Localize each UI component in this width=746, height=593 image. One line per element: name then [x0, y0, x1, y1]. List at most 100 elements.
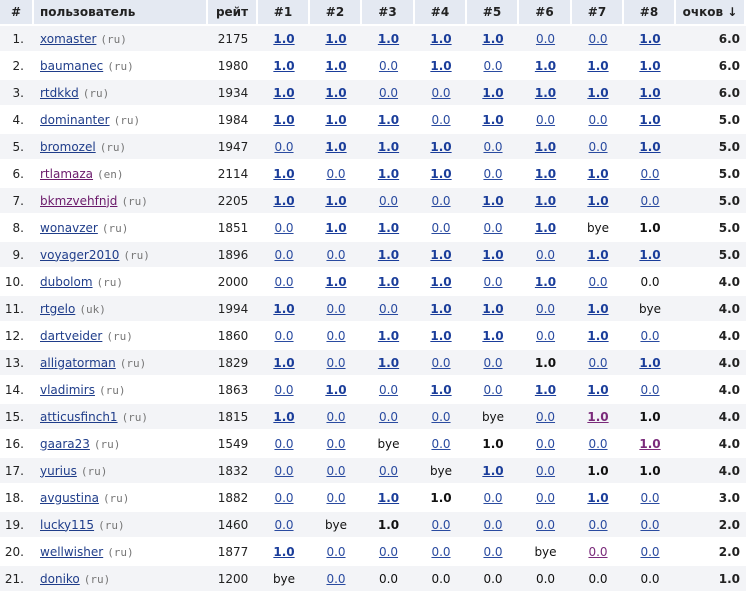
game-result-link[interactable]: 1.0 [430, 274, 452, 289]
game-result-link[interactable]: 0.0 [431, 517, 451, 532]
game-result-link[interactable]: 1.0 [482, 193, 504, 208]
game-result-link[interactable]: 1.0 [325, 31, 347, 46]
header-round-7[interactable]: #7 [572, 0, 624, 26]
game-result-link[interactable]: 1.0 [587, 382, 609, 397]
game-result-link[interactable]: 1.0 [377, 490, 400, 505]
user-link[interactable]: rtgelo [40, 301, 76, 316]
game-result-link[interactable]: 0.0 [535, 301, 556, 316]
user-link[interactable]: baumanec [40, 58, 104, 73]
game-result-link[interactable]: 1.0 [430, 328, 452, 343]
game-result-link[interactable]: 0.0 [640, 490, 660, 505]
game-result-link[interactable]: 0.0 [378, 193, 399, 208]
game-result-link[interactable]: 0.0 [640, 166, 660, 181]
game-result-link[interactable]: 1.0 [273, 409, 295, 424]
game-result-link[interactable]: 1.0 [587, 409, 609, 424]
user-link[interactable]: dartveider [40, 328, 103, 343]
game-result-link[interactable]: 0.0 [640, 382, 660, 397]
header-user[interactable]: пользователь [34, 0, 208, 26]
game-result-link[interactable]: 0.0 [378, 85, 399, 100]
game-result-link[interactable]: 0.0 [588, 436, 608, 451]
game-result-link[interactable]: 1.0 [534, 139, 557, 154]
game-result-link[interactable]: 0.0 [535, 409, 556, 424]
game-result-link[interactable]: 0.0 [378, 301, 399, 316]
game-result-link[interactable]: 1.0 [377, 139, 400, 154]
user-link[interactable]: xomaster [40, 31, 97, 46]
game-result-link[interactable]: 0.0 [588, 31, 608, 46]
game-result-link[interactable]: 1.0 [639, 58, 661, 73]
game-result-link[interactable]: 1.0 [273, 58, 295, 73]
game-result-link[interactable]: 0.0 [326, 571, 346, 586]
game-result-link[interactable]: 0.0 [431, 112, 451, 127]
header-points[interactable]: очков ↓ [676, 0, 746, 26]
header-round-8[interactable]: #8 [624, 0, 676, 26]
game-result-link[interactable]: 1.0 [325, 220, 347, 235]
user-link[interactable]: dubolom [40, 274, 93, 289]
game-result-link[interactable]: 0.0 [326, 301, 346, 316]
game-result-link[interactable]: 0.0 [274, 463, 294, 478]
game-result-link[interactable]: 1.0 [430, 58, 452, 73]
game-result-link[interactable]: 1.0 [534, 274, 557, 289]
user-link[interactable]: vladimirs [40, 382, 95, 397]
user-link[interactable]: rtdkkd [40, 85, 79, 100]
game-result-link[interactable]: 0.0 [326, 355, 346, 370]
game-result-link[interactable]: 0.0 [326, 544, 346, 559]
game-result-link[interactable]: 0.0 [483, 139, 503, 154]
game-result-link[interactable]: 1.0 [534, 193, 557, 208]
game-result-link[interactable]: 0.0 [483, 490, 503, 505]
header-round-6[interactable]: #6 [519, 0, 572, 26]
game-result-link[interactable]: 1.0 [430, 301, 452, 316]
game-result-link[interactable]: 0.0 [274, 490, 294, 505]
game-result-link[interactable]: 1.0 [430, 166, 452, 181]
game-result-link[interactable]: 1.0 [430, 247, 452, 262]
game-result-link[interactable]: 0.0 [535, 463, 556, 478]
game-result-link[interactable]: 1.0 [482, 85, 504, 100]
game-result-link[interactable]: 1.0 [325, 58, 347, 73]
game-result-link[interactable]: 0.0 [326, 166, 346, 181]
user-link[interactable]: gaara23 [40, 436, 90, 451]
game-result-link[interactable]: 1.0 [587, 490, 609, 505]
game-result-link[interactable]: 0.0 [274, 220, 294, 235]
game-result-link[interactable]: 0.0 [431, 544, 451, 559]
header-round-5[interactable]: #5 [467, 0, 519, 26]
game-result-link[interactable]: 1.0 [273, 112, 295, 127]
game-result-link[interactable]: 1.0 [587, 166, 609, 181]
game-result-link[interactable]: 1.0 [325, 85, 347, 100]
game-result-link[interactable]: 0.0 [378, 409, 399, 424]
game-result-link[interactable]: 0.0 [274, 382, 294, 397]
user-link[interactable]: wonavzer [40, 220, 98, 235]
game-result-link[interactable]: 0.0 [274, 328, 294, 343]
game-result-link[interactable]: 1.0 [482, 463, 504, 478]
user-link[interactable]: avgustina [40, 490, 99, 505]
game-result-link[interactable]: 1.0 [639, 436, 661, 451]
user-link[interactable]: bromozel [40, 139, 96, 154]
game-result-link[interactable]: 0.0 [431, 355, 451, 370]
game-result-link[interactable]: 1.0 [639, 355, 661, 370]
game-result-link[interactable]: 0.0 [640, 328, 660, 343]
game-result-link[interactable]: 1.0 [325, 112, 347, 127]
game-result-link[interactable]: 0.0 [588, 112, 608, 127]
game-result-link[interactable]: 1.0 [430, 31, 452, 46]
game-result-link[interactable]: 1.0 [377, 355, 400, 370]
user-link[interactable]: rtlamaza [40, 166, 94, 181]
game-result-link[interactable]: 0.0 [483, 517, 503, 532]
header-round-2[interactable]: #2 [310, 0, 362, 26]
game-result-link[interactable]: 1.0 [482, 301, 504, 316]
game-result-link[interactable]: 0.0 [378, 463, 399, 478]
game-result-link[interactable]: 1.0 [377, 328, 400, 343]
user-link[interactable]: bkmzvehfnjd [40, 193, 118, 208]
game-result-link[interactable]: 1.0 [325, 193, 347, 208]
game-result-link[interactable]: 0.0 [431, 193, 451, 208]
game-result-link[interactable]: 1.0 [482, 328, 504, 343]
game-result-link[interactable]: 1.0 [482, 31, 504, 46]
user-link[interactable]: dominanter [40, 112, 110, 127]
game-result-link[interactable]: 1.0 [587, 193, 609, 208]
game-result-link[interactable]: 0.0 [326, 247, 346, 262]
game-result-link[interactable]: 0.0 [640, 193, 660, 208]
game-result-link[interactable]: 0.0 [483, 544, 503, 559]
game-result-link[interactable]: 0.0 [431, 220, 451, 235]
game-result-link[interactable]: 0.0 [326, 463, 346, 478]
user-link[interactable]: atticusfinch1 [40, 409, 118, 424]
game-result-link[interactable]: 0.0 [535, 517, 556, 532]
game-result-link[interactable]: 0.0 [535, 328, 556, 343]
game-result-link[interactable]: 0.0 [378, 382, 399, 397]
